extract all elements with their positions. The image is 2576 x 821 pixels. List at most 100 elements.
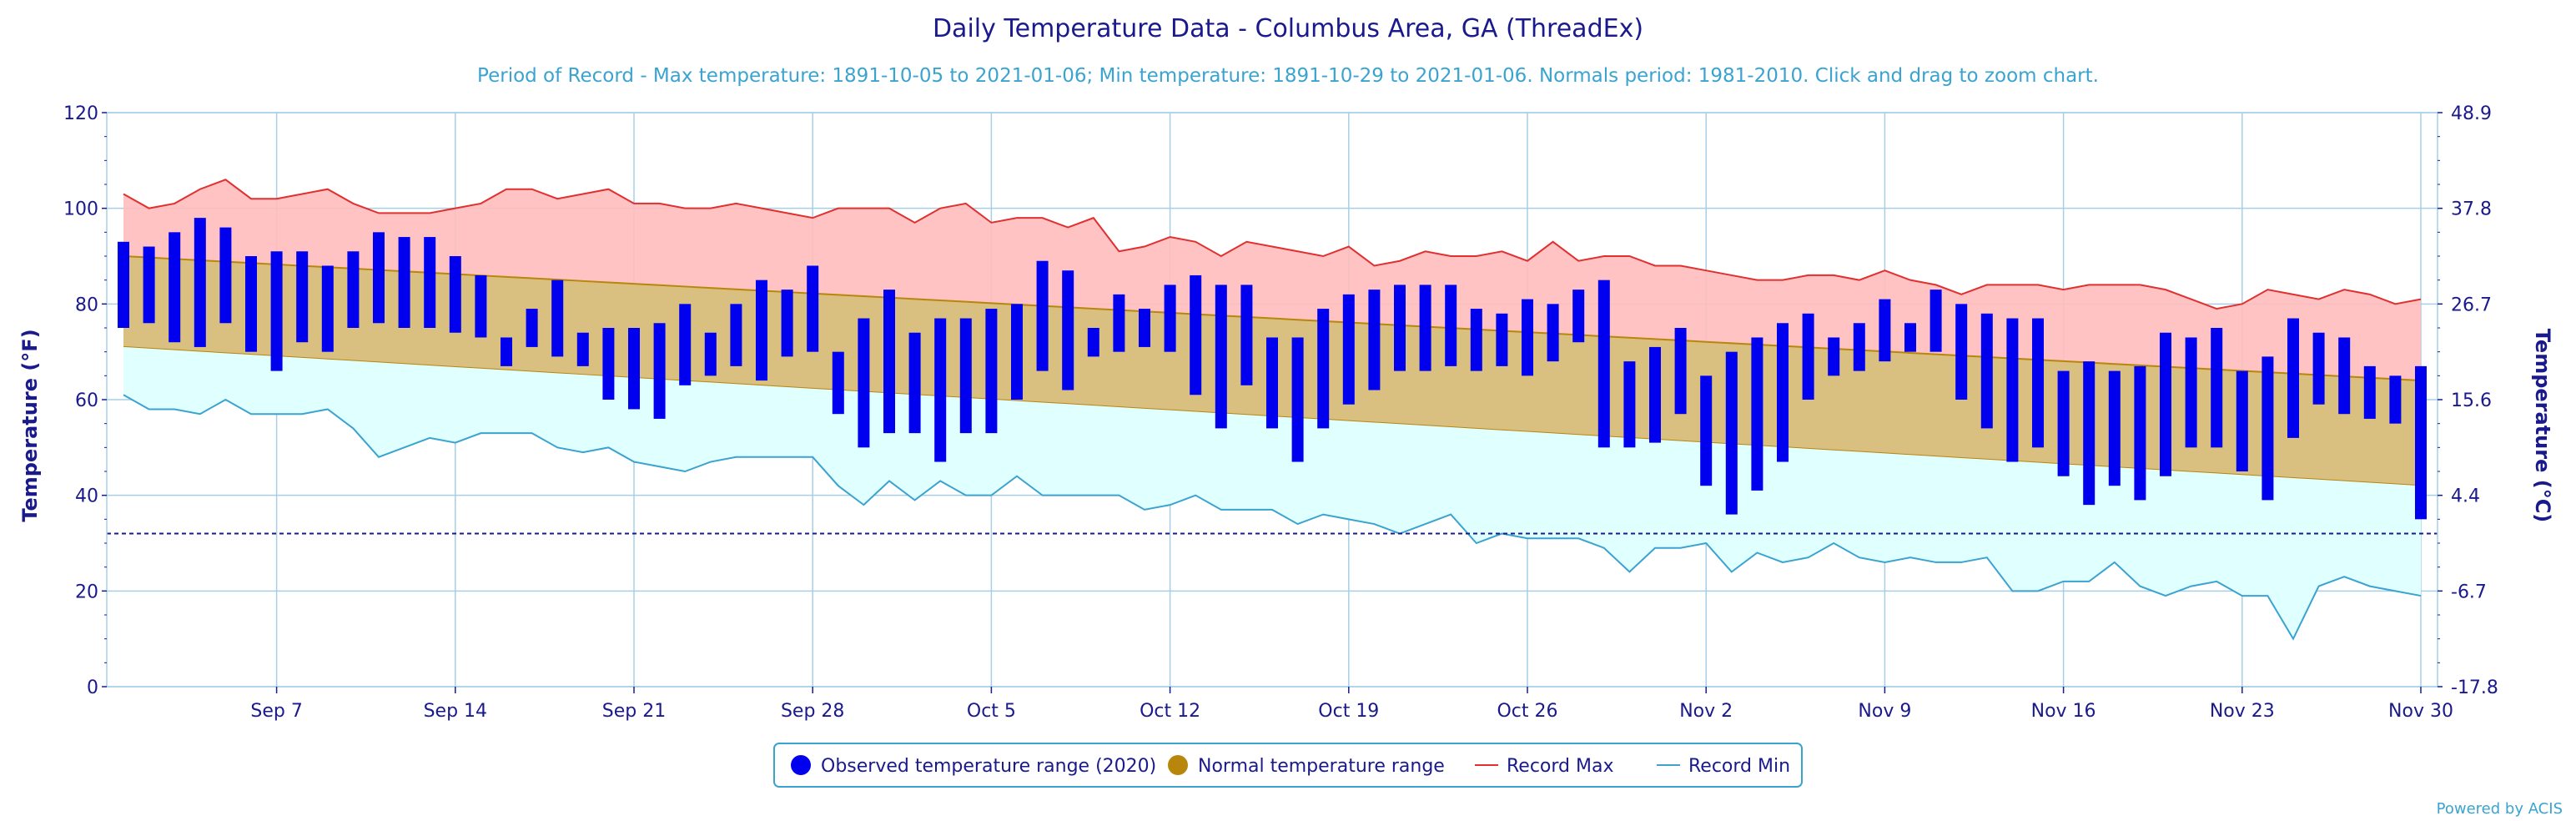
observed-range-bar[interactable] [1496,313,1508,366]
observed-range-bar[interactable] [2185,337,2197,448]
observed-range-bar[interactable] [1623,361,1636,448]
observed-range-bar[interactable] [908,332,921,434]
observed-range-bar[interactable] [245,256,257,352]
observed-range-bar[interactable] [858,318,870,448]
observed-range-bar[interactable] [2389,375,2402,424]
observed-range-bar[interactable] [1751,337,1763,491]
legend-item[interactable]: Observed temperature range (2020) [791,755,1156,777]
observed-range-bar[interactable] [143,246,155,324]
observed-range-bar[interactable] [551,280,564,357]
observed-range-bar[interactable] [1828,337,1840,376]
observed-range-bar[interactable] [934,318,947,462]
observed-range-bar[interactable] [1674,328,1687,415]
observed-range-bar[interactable] [1853,323,1865,371]
observed-range-bar[interactable] [1777,323,1789,462]
observed-range-bar[interactable] [2211,328,2223,448]
observed-range-bar[interactable] [602,328,615,400]
observed-range-bar[interactable] [1139,309,1150,347]
observed-range-bar[interactable] [1980,313,1993,429]
observed-range-bar[interactable] [1011,304,1023,400]
observed-range-bar[interactable] [1368,290,1381,390]
observed-range-bar[interactable] [2083,361,2096,506]
observed-range-bar[interactable] [2363,365,2376,419]
observed-range-bar[interactable] [1087,328,1099,357]
observed-range-bar[interactable] [756,280,767,381]
observed-range-bar[interactable] [2134,365,2146,501]
observed-range-bar[interactable] [501,337,512,366]
observed-range-bar[interactable] [1547,304,1559,362]
observed-range-bar[interactable] [2057,370,2070,476]
observed-range-bar[interactable] [2108,370,2121,486]
legend-item[interactable]: Normal temperature range [1168,755,1445,777]
record-min-line[interactable] [123,394,2422,641]
observed-range-bar[interactable] [2160,332,2171,476]
observed-range-bar[interactable] [449,256,461,333]
observed-range-bar[interactable] [296,251,309,343]
observed-range-bar[interactable] [526,309,538,347]
plot-area[interactable] [107,112,2438,688]
observed-range-bar[interactable] [373,232,385,324]
observed-range-bar[interactable] [1317,309,1330,429]
observed-range-bar[interactable] [2415,365,2427,520]
observed-range-bar[interactable] [653,323,666,419]
legend-item[interactable]: Record Max [1475,756,1614,777]
observed-range-bar[interactable] [2287,318,2299,438]
observed-range-bar[interactable] [2262,356,2274,501]
legend[interactable]: Observed temperature range (2020) Normal … [773,743,1803,788]
observed-range-bar[interactable] [1649,346,1661,443]
observed-range-bar[interactable] [1342,294,1355,405]
observed-range-bar[interactable] [1215,285,1227,429]
observed-range-bar[interactable] [219,227,232,324]
observed-range-bar[interactable] [985,309,998,434]
observed-range-bar[interactable] [730,304,742,366]
observed-range-bar[interactable] [832,351,844,415]
observed-range-bar[interactable] [781,290,793,357]
observed-range-bar[interactable] [2338,337,2351,415]
observed-range-bar[interactable] [2032,318,2044,448]
credits-link[interactable]: Powered by ACIS [2437,800,2563,818]
observed-range-bar[interactable] [2236,370,2248,471]
observed-range-bar[interactable] [169,232,181,343]
observed-range-bar[interactable] [1445,285,1457,366]
observed-range-bar[interactable] [1240,285,1253,385]
observed-range-bar[interactable] [883,290,895,434]
observed-range-bar[interactable] [1062,270,1074,390]
observed-range-bar[interactable] [1725,351,1738,515]
observed-range-bar[interactable] [1036,260,1049,371]
observed-range-bar[interactable] [1266,337,1278,429]
observed-range-bar[interactable] [2006,318,2019,462]
observed-range-bar[interactable] [1470,309,1482,371]
observed-range-bar[interactable] [628,328,640,410]
observed-range-bar[interactable] [1419,285,1431,371]
legend-item[interactable]: Record Min [1657,756,1790,777]
observed-range-bar[interactable] [1394,285,1406,371]
observed-range-bar[interactable] [1113,294,1125,352]
observed-range-bar[interactable] [959,318,972,434]
observed-range-bar[interactable] [1190,275,1202,395]
observed-range-bar[interactable] [1904,323,1916,352]
observed-range-bar[interactable] [398,237,410,328]
observed-range-bar[interactable] [576,332,589,366]
observed-range-bar[interactable] [1802,313,1814,400]
observed-range-bar[interactable] [194,218,206,347]
observed-range-bar[interactable] [1955,304,1968,400]
observed-range-bar[interactable] [118,241,129,328]
observed-range-bar[interactable] [1522,299,1533,376]
observed-range-bar[interactable] [807,265,819,352]
observed-range-bar[interactable] [2312,332,2325,405]
record-max-line[interactable] [123,179,2422,310]
observed-range-bar[interactable] [424,237,436,328]
observed-range-bar[interactable] [1597,280,1610,448]
observed-range-bar[interactable] [321,265,334,352]
observed-range-bar[interactable] [1291,337,1304,462]
observed-range-bar[interactable] [1164,285,1176,352]
observed-range-bar[interactable] [475,275,487,338]
observed-range-bar[interactable] [270,251,283,371]
observed-range-bar[interactable] [1700,375,1713,486]
observed-range-bar[interactable] [1879,299,1891,362]
observed-range-bar[interactable] [679,304,692,385]
observed-range-bar[interactable] [1929,290,1942,352]
observed-range-bar[interactable] [704,332,717,376]
